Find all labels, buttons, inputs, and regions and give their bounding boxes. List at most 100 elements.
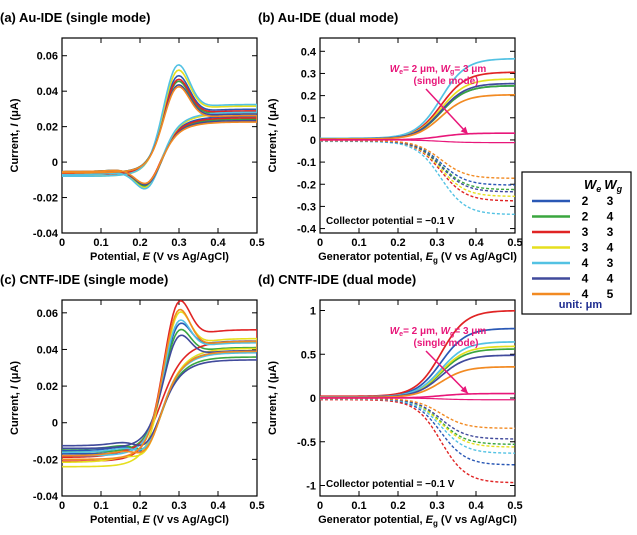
annotation-subscript: g [450,69,454,76]
single-mode-line [320,397,515,401]
single-mode-line [320,139,515,144]
legend-header-wg-sub: g [616,184,623,194]
legend-wg-value: 3 [607,194,614,208]
y-axis-label: Current, I (μA) [9,98,21,172]
y-axis-label-symbol: I [267,385,279,389]
y-tick-label: 0.02 [37,381,58,393]
plot-frame [319,37,516,234]
x-tick-label: 0.3 [429,500,444,512]
x-axis-label: Generator potential, Eg (V vs Ag/AgCl) [318,251,517,265]
y-axis-label: Current, I (μA) [267,98,279,172]
panel-title: (b) Au-IDE (dual mode) [258,10,398,25]
annotation-symbol: W [441,326,452,337]
y-axis-label-unit: (μA) [267,98,279,123]
annotation-symbol: W [390,326,401,337]
y-axis-label: Current, I (μA) [267,361,279,435]
annotation-subscript: e [399,331,403,338]
generator-series-line [320,354,515,399]
x-tick-label: 0.5 [507,500,522,512]
y-tick-label: -0.2 [297,179,316,191]
panel-title: (a) Au-IDE (single mode) [0,10,150,25]
generator-series-line [320,82,515,140]
x-axis-label-text: Generator potential, [318,514,426,526]
x-tick-label: 0.4 [468,500,484,512]
panel-title: (c) CNTF-IDE (single mode) [0,272,168,287]
x-tick-label: 0.1 [93,500,108,512]
legend-wg-value: 4 [607,241,614,255]
x-tick-label: 0.5 [249,237,264,249]
y-tick-label: 0 [310,135,316,147]
legend-header-we-sub: e [596,184,601,194]
y-tick-label: 0.02 [37,122,58,134]
annotation-arrow-head [460,386,468,394]
x-tick-label: 0.4 [210,500,226,512]
collector-series-line [320,398,515,466]
x-tick-label: 0.3 [171,237,186,249]
panel-c: (c) CNTF-IDE (single mode) 0 0.1 0.2 0.3 0.4 0… [0,272,265,526]
collector-series-line [320,140,515,191]
x-tick-label: 0.3 [429,237,444,249]
annotation-arrow-shaft [425,350,469,395]
y-tick-label: 0 [52,418,58,430]
x-tick-label: 0.5 [507,237,522,249]
y-axis-label-text: Current, [9,127,21,173]
cv-series-line [62,85,257,185]
y-axis-label-unit: (μA) [9,98,21,123]
y-tick-label: 0.06 [37,308,58,320]
y-axis-label-symbol: I [9,123,21,127]
y-tick-label: 1 [310,306,316,318]
legend-we-value: 2 [582,194,589,208]
x-axis-label-symbol: E [426,514,434,526]
plot-area [320,309,515,484]
collector-series-line [320,398,515,448]
generator-series-line [320,365,515,399]
x-tick-label: 0.1 [351,500,366,512]
x-axis-label-symbol: E [143,514,151,526]
annotation-symbol: W [390,64,401,75]
y-tick-label: -1 [306,481,316,493]
y-tick-label: 0.04 [37,344,59,356]
legend-header: We Wg [584,177,623,194]
x-axis-label-unit: (V vs Ag/AgCl) [438,251,517,263]
plot-area [320,57,515,216]
annotation-line-1: We= 2 μm, Wg= 3 μm [390,64,487,76]
y-tick-label: 0 [310,393,316,405]
y-axis-label-text: Current, [267,389,279,435]
cv-series-line [62,300,257,462]
plot-frame [61,299,258,497]
collector-series-line [320,140,515,197]
x-axis-label-subscript: g [433,519,438,528]
x-tick-label: 0 [59,237,65,249]
legend-we-value: 3 [582,241,589,255]
x-tick-label: 0 [317,237,323,249]
y-tick-label: -0.04 [33,491,59,503]
y-tick-label: 0.06 [37,51,58,63]
legend-wg-value: 4 [607,210,614,224]
legend-we-value: 3 [582,225,589,239]
y-tick-label: -0.04 [33,228,59,240]
y-axis-label-unit: (μA) [9,361,21,386]
cv-series-line [62,64,257,190]
x-tick-label: 0 [317,500,323,512]
single-mode-annotation: We= 2 μm, Wg= 3 μm(single mode) [390,326,486,395]
x-axis-label: Potential, E (V vs Ag/AgCl) [90,514,229,526]
x-axis-label-text: Generator potential, [318,251,426,263]
collector-series-line [320,398,515,484]
y-tick-label: -0.02 [33,193,58,205]
legend-wg-value: 3 [607,256,614,270]
y-tick-label: 0 [52,157,58,169]
collector-series-line [320,397,515,429]
generator-series-line [320,309,515,398]
panel-b: (b) Au-IDE (dual mode) 0 0.1 0.2 0.3 0.4 0.5 -0… [258,10,523,265]
collector-potential-note: Collector potential = −0.1 V [326,479,455,490]
x-tick-label: 0.2 [132,237,147,249]
annotation-arrow-head [460,126,468,135]
y-tick-label: 0.4 [301,46,317,58]
y-axis-label-symbol: I [9,385,21,389]
x-tick-label: 0.2 [390,237,405,249]
collector-series-line [320,398,515,454]
x-axis-label: Potential, E (V vs Ag/AgCl) [90,251,229,263]
annotation-arrow-shaft [425,88,469,135]
legend-we-value: 4 [582,256,589,270]
